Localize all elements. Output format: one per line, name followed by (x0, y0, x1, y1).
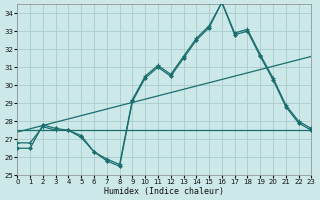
X-axis label: Humidex (Indice chaleur): Humidex (Indice chaleur) (104, 187, 224, 196)
